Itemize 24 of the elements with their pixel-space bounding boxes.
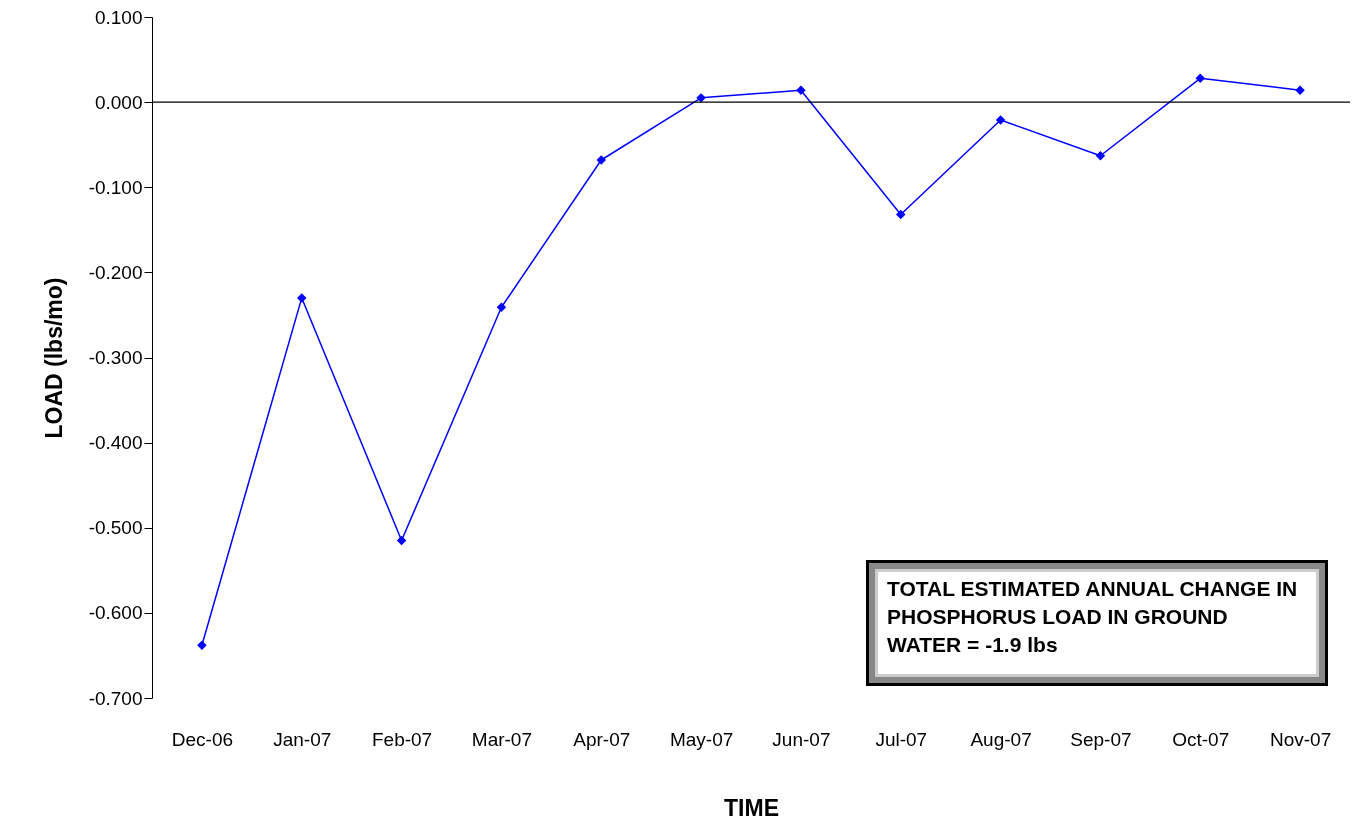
y-tick-label: -0.700 [88, 687, 143, 709]
x-tick-label: Feb-07 [371, 728, 433, 750]
y-axis-title: LOAD (lbs/mo) [40, 277, 67, 439]
x-tick-label: Dec-06 [171, 728, 234, 750]
y-tick-label: 0.000 [94, 91, 143, 113]
y-tick-label: -0.100 [88, 176, 143, 198]
x-tick-label: Apr-07 [573, 728, 631, 750]
annotation: TOTAL ESTIMATED ANNUAL CHANGE IN PHOSPHORUS LOAD IN GROUND WATER = -1.9 lbs [866, 560, 1328, 686]
x-axis-title: TIME [724, 794, 779, 821]
y-tick-label: -0.400 [88, 432, 143, 454]
y-tick-label: -0.300 [88, 347, 143, 368]
x-tick-label: Jan-07 [273, 728, 332, 750]
x-tick-label: Mar-07 [471, 728, 533, 750]
x-tick-label: May-07 [669, 728, 734, 750]
x-tick-label: Jul-07 [875, 728, 928, 750]
y-tick-label: -0.600 [88, 602, 143, 624]
x-tick-label: Sep-07 [1070, 728, 1132, 750]
x-tick-label: Aug-07 [970, 728, 1032, 750]
x-tick-label: Nov-07 [1269, 728, 1332, 750]
y-tick-label: 0.100 [94, 6, 143, 28]
y-tick-label: -0.200 [88, 261, 143, 283]
y-tick-label: -0.500 [88, 517, 143, 539]
x-tick-label: Oct-07 [1172, 728, 1230, 750]
x-tick-label: Jun-07 [772, 728, 831, 750]
